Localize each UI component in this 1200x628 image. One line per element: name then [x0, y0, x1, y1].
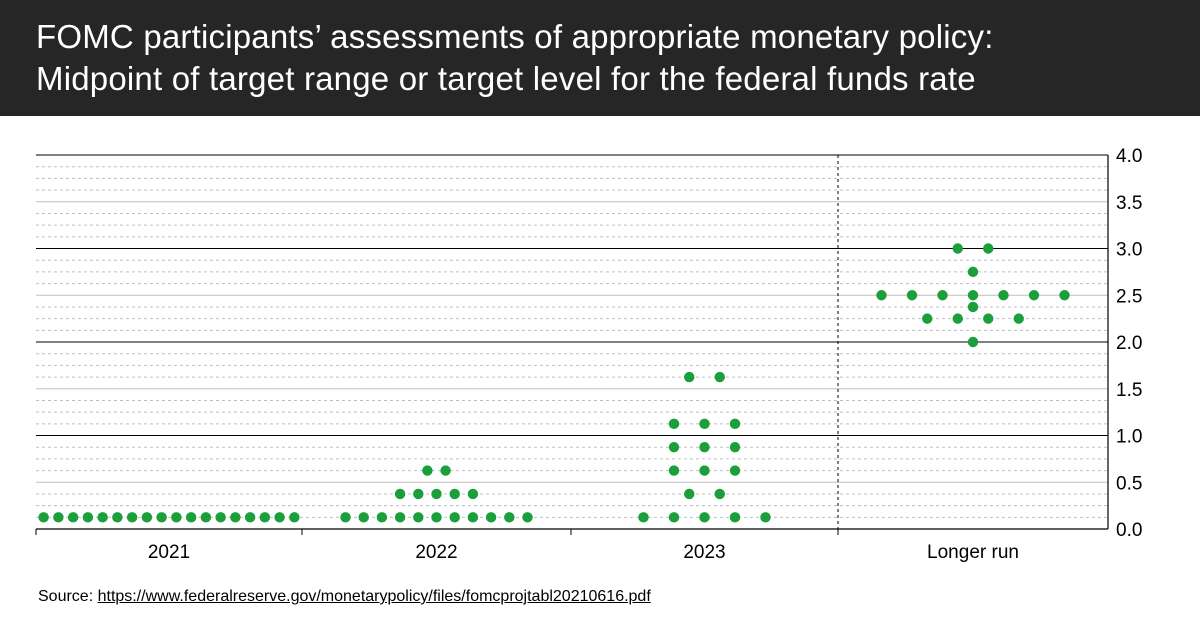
y-tick-label: 4.0: [1116, 146, 1142, 167]
dot-2023: [638, 512, 649, 523]
dot-2021: [126, 512, 138, 523]
dot-2021: [156, 512, 167, 523]
chart-title-line-2: Midpoint of target range or target level…: [36, 60, 976, 97]
y-tick-label: 0.5: [1116, 473, 1142, 494]
chart-title-line-1: FOMC participants’ assessments of approp…: [36, 18, 994, 55]
y-tick-label: 0.0: [1116, 520, 1142, 541]
dot-longer-run: [952, 313, 963, 324]
dot-longer-run: [952, 243, 963, 254]
dot-2021: [289, 512, 300, 523]
x-category-label: Longer run: [927, 542, 1019, 563]
y-tick-label: 3.5: [1116, 193, 1142, 214]
y-tick-label: 3.0: [1116, 240, 1142, 261]
dot-2021: [259, 512, 271, 523]
dot-longer-run: [967, 301, 979, 313]
dot-longer-run: [998, 290, 1009, 301]
dot-2023: [760, 512, 771, 523]
dot-2023: [668, 418, 680, 430]
dot-longer-run: [983, 243, 994, 254]
dot-2022: [394, 512, 406, 523]
dot-2022: [522, 512, 533, 523]
source-note: Source: https://www.federalreserve.gov/m…: [38, 588, 651, 606]
dot-2023: [729, 512, 741, 523]
dot-longer-run: [983, 313, 994, 324]
dot-longer-run: [967, 266, 979, 278]
dot-2022: [449, 488, 460, 500]
dot-2023: [699, 512, 710, 523]
dot-2023: [668, 512, 680, 523]
dot-longer-run: [922, 313, 933, 324]
dot-2022: [431, 512, 442, 523]
dot-2023: [668, 441, 680, 453]
dot-2021: [171, 512, 182, 523]
dot-2021: [67, 512, 79, 523]
dot-2023: [714, 488, 725, 500]
dot-2021: [215, 512, 226, 523]
dot-2022: [467, 512, 479, 523]
dot-2023: [668, 465, 680, 476]
dot-2022: [440, 465, 451, 476]
dot-2023: [729, 441, 741, 453]
dot-2023: [699, 418, 710, 430]
dot-2022: [413, 512, 424, 523]
dot-2023: [699, 441, 710, 453]
x-category-label: 2023: [683, 542, 725, 563]
dot-2023: [699, 465, 710, 476]
dot-2021: [244, 512, 256, 523]
dot-plot-chart: 0.0 0.5 1.0 1.5 2.0 2.5 3.0 3.5 4.0 2021 2022 2023 L…: [35, 146, 1142, 563]
dot-2022: [449, 512, 460, 523]
y-tick-label: 1.5: [1116, 380, 1142, 401]
dot-longer-run: [967, 290, 979, 301]
dot-2021: [185, 512, 197, 523]
dot-2022: [358, 512, 369, 523]
dot-longer-run: [967, 336, 979, 348]
dot-2021: [38, 512, 49, 523]
dot-longer-run: [937, 290, 948, 301]
dot-2021: [97, 512, 108, 523]
dot-2022: [504, 512, 515, 523]
x-category-label: 2021: [148, 542, 190, 563]
dot-2021: [53, 512, 64, 523]
chart-header: FOMC participants’ assessments of approp…: [0, 0, 1200, 116]
y-tick-label: 1.0: [1116, 427, 1142, 448]
dot-2022: [422, 465, 433, 476]
dot-longer-run: [1013, 313, 1024, 324]
dot-2021: [82, 512, 94, 523]
dot-2022: [340, 512, 351, 523]
dot-2023: [714, 371, 725, 383]
dot-longer-run: [1059, 290, 1070, 301]
dot-longer-run: [1028, 290, 1040, 301]
dot-2022: [467, 488, 479, 500]
dot-2022: [413, 488, 424, 500]
y-tick-label: 2.5: [1116, 286, 1142, 307]
dot-2022: [376, 512, 388, 523]
source-label: Source:: [38, 588, 98, 605]
y-tick-label: 2.0: [1116, 333, 1142, 354]
dot-2023: [684, 371, 695, 383]
dot-longer-run: [876, 290, 887, 301]
x-category-label: 2022: [415, 542, 457, 563]
dot-2023: [684, 488, 695, 500]
dot-2022: [485, 512, 497, 523]
dot-2021: [274, 512, 285, 523]
dot-2022: [431, 488, 442, 500]
dot-longer-run: [906, 290, 918, 301]
dot-2021: [141, 512, 153, 523]
source-link[interactable]: https://www.federalreserve.gov/monetaryp…: [97, 588, 651, 605]
dot-2023: [729, 465, 741, 476]
dot-2023: [729, 418, 741, 430]
dot-2021: [230, 512, 241, 523]
dot-2022: [394, 488, 406, 500]
dot-2021: [112, 512, 123, 523]
dot-2021: [200, 512, 212, 523]
